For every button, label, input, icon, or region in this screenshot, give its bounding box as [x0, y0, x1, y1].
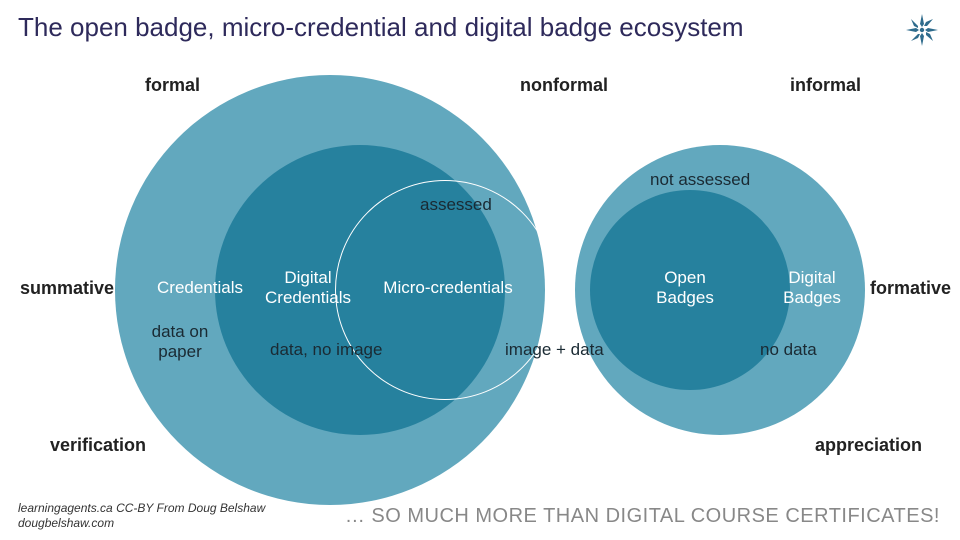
label-verification: verification	[50, 435, 146, 456]
label-formative: formative	[870, 278, 951, 299]
venn-diagram: formal nonformal informal summative form…	[0, 0, 960, 540]
label-data-no-image: data, no image	[270, 340, 382, 360]
label-image-plus-data: image + data	[505, 340, 604, 360]
label-open-badges: OpenBadges	[640, 268, 730, 307]
label-micro-credentials: Micro-credentials	[368, 278, 528, 298]
label-formal: formal	[145, 75, 200, 96]
label-digital-credentials: DigitalCredentials	[258, 268, 358, 307]
label-no-data: no data	[760, 340, 817, 360]
label-not-assessed: not assessed	[650, 170, 750, 190]
label-appreciation: appreciation	[815, 435, 922, 456]
attribution-line2: dougbelshaw.com	[18, 516, 265, 530]
label-informal: informal	[790, 75, 861, 96]
footer-attribution: learningagents.ca CC-BY From Doug Belsha…	[18, 501, 265, 530]
label-credentials: Credentials	[150, 278, 250, 298]
label-assessed: assessed	[420, 195, 492, 215]
label-digital-badges: DigitalBadges	[772, 268, 852, 307]
footer-tagline: … SO MUCH MORE THAN DIGITAL COURSE CERTI…	[345, 505, 940, 528]
label-data-on-paper: data onpaper	[140, 322, 220, 361]
label-nonformal: nonformal	[520, 75, 608, 96]
label-summative: summative	[20, 278, 114, 299]
attribution-line1: learningagents.ca CC-BY From Doug Belsha…	[18, 501, 265, 515]
